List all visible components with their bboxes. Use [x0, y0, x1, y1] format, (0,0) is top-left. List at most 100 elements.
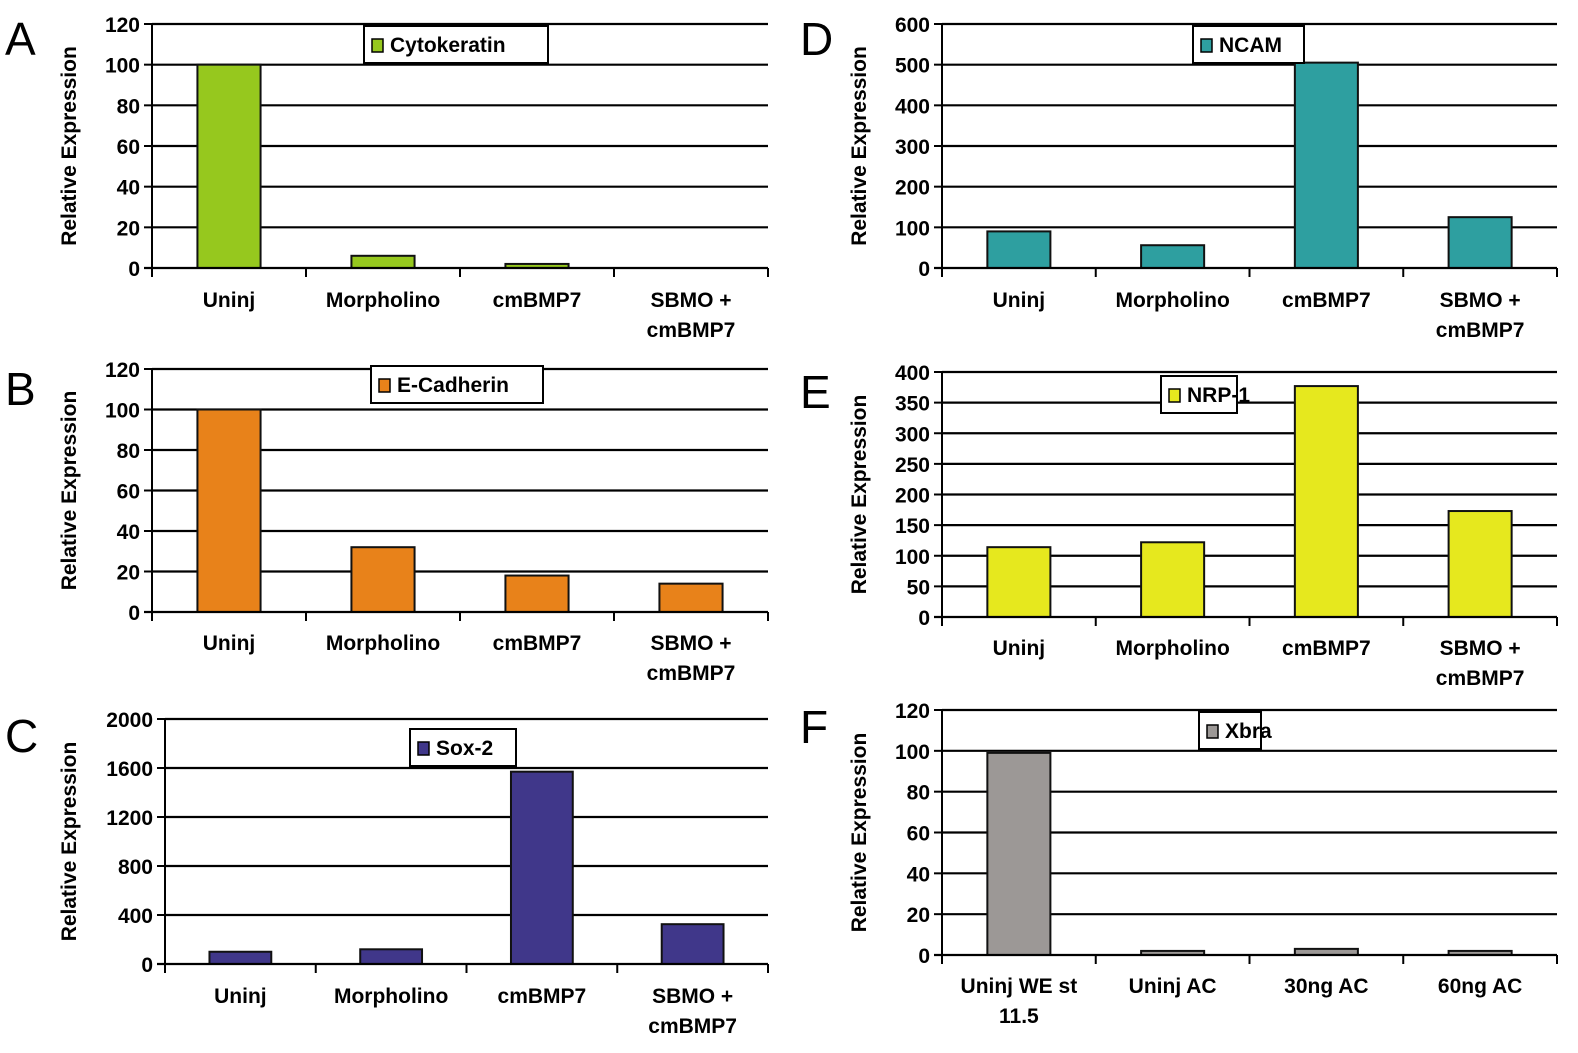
y-tick-label: 0 [141, 954, 153, 977]
y-tick-label: 60 [117, 481, 140, 504]
y-axis-label: Relative Expression [58, 391, 81, 591]
y-tick-label: 60 [907, 823, 930, 846]
chart-panel-d: D 0 100 200 300 400 500 600 Uninj Morpholino cmBMP… [800, 13, 1558, 342]
legend: NRP-1 [1160, 375, 1250, 414]
category-label-line: cmBMP7 [1436, 667, 1525, 690]
category-label-line: Uninj [214, 985, 267, 1008]
y-axis-label: Relative Expression [58, 742, 81, 942]
bar-1 [986, 230, 1052, 269]
y-tick-label: 100 [105, 55, 140, 78]
category-label-line: Morpholino [326, 632, 440, 655]
y-axis-label: Relative Expression [848, 395, 871, 595]
y-tick-label: 40 [907, 863, 930, 886]
panel-letter: D [800, 13, 833, 65]
category-label-line: Uninj WE st [961, 975, 1078, 998]
bar-2 [350, 254, 416, 270]
y-tick-label: 400 [895, 95, 930, 118]
bar-1 [196, 63, 262, 269]
y-tick-label: 400 [118, 905, 153, 928]
category-label-line: cmBMP7 [493, 632, 582, 655]
y-tick-label: 300 [895, 136, 930, 159]
category-label: 30ng AC [1284, 975, 1368, 998]
bar-1 [208, 950, 273, 965]
y-tick-label: 60 [117, 136, 140, 159]
y-tick-label: 300 [895, 423, 930, 446]
legend-label: E-Cadherin [397, 374, 509, 397]
category-label: SBMO + cmBMP7 [1436, 289, 1525, 342]
legend-swatch [1168, 388, 1181, 403]
y-tick-label: 100 [895, 741, 930, 764]
category-label: SBMO + cmBMP7 [648, 985, 737, 1038]
y-tick-label: 100 [895, 546, 930, 569]
y-tick-label: 250 [895, 454, 930, 477]
category-label-line: cmBMP7 [493, 289, 582, 312]
y-tick-label: 0 [918, 945, 930, 968]
y-axis-label: Relative Expression [848, 733, 871, 933]
y-tick-label: 1600 [106, 758, 153, 781]
y-tick-label: 120 [895, 700, 930, 723]
y-tick-label: 120 [105, 14, 140, 37]
category-label: Morpholino [1115, 637, 1229, 660]
y-tick-label: 40 [117, 177, 140, 200]
panel-letter: F [800, 701, 828, 753]
category-label: Uninj [993, 289, 1046, 312]
category-label-line: Uninj [993, 289, 1046, 312]
chart-panel-e: E 0 50 100 150 200 250 300 350 400 Uninj Morpholino… [800, 362, 1558, 690]
category-label-line: cmBMP7 [498, 985, 587, 1008]
panel-letter: C [5, 710, 38, 762]
category-label: cmBMP7 [498, 985, 587, 1008]
bar-2 [1140, 541, 1206, 619]
y-tick-label: 350 [895, 393, 930, 416]
y-tick-label: 120 [105, 359, 140, 382]
legend-label: NRP-1 [1187, 384, 1250, 407]
category-label-line: Uninj [203, 289, 256, 312]
y-tick-label: 0 [918, 258, 930, 281]
chart-panel-f: F 0 20 40 60 80 100 120 Uninj WE st 11.5 Uninj AC 3… [800, 700, 1558, 1028]
y-tick-label: 200 [895, 485, 930, 508]
category-label: Uninj WE st 11.5 [961, 975, 1078, 1028]
legend-box [363, 25, 549, 64]
category-label-line: SBMO + [650, 289, 731, 312]
chart-panel-c: C 0 400 800 1200 1600 2000 Uninj Morpholino cmBMP… [5, 709, 769, 1038]
legend-swatch [371, 38, 384, 53]
category-label-line: SBMO + [1440, 637, 1521, 660]
bar-1 [986, 546, 1052, 618]
y-tick-label: 0 [128, 258, 140, 281]
panel-letter: A [5, 13, 36, 65]
category-label: SBMO + cmBMP7 [647, 289, 736, 342]
panel-letter: B [5, 363, 36, 415]
category-label-line: cmBMP7 [647, 319, 736, 342]
y-tick-label: 20 [117, 217, 140, 240]
y-tick-label: 40 [117, 521, 140, 544]
y-axis-label: Relative Expression [58, 46, 81, 246]
bar-2 [359, 948, 424, 965]
legend-swatch [417, 741, 430, 756]
y-tick-label: 500 [895, 55, 930, 78]
category-label-line: SBMO + [1440, 289, 1521, 312]
legend: Cytokeratin [363, 25, 549, 64]
y-tick-label: 100 [895, 217, 930, 240]
category-label-line: cmBMP7 [648, 1015, 737, 1038]
bar-3 [509, 770, 574, 965]
y-tick-label: 20 [117, 562, 140, 585]
category-label-line: cmBMP7 [647, 662, 736, 685]
category-label-line: Morpholino [326, 289, 440, 312]
y-tick-label: 2000 [106, 709, 153, 732]
category-label-line: Uninj [993, 637, 1046, 660]
y-tick-label: 150 [895, 515, 930, 538]
category-label: cmBMP7 [1282, 289, 1371, 312]
category-label: Uninj [214, 985, 267, 1008]
legend-label: NCAM [1219, 34, 1282, 57]
legend: E-Cadherin [370, 365, 544, 404]
legend: NCAM [1192, 25, 1305, 64]
y-tick-label: 80 [907, 782, 930, 805]
category-label-line: Morpholino [1115, 637, 1229, 660]
category-label: cmBMP7 [1282, 637, 1371, 660]
category-label-line: cmBMP7 [1282, 289, 1371, 312]
legend-swatch [378, 378, 391, 393]
category-label: Uninj AC [1129, 975, 1217, 998]
category-label-line: 11.5 [999, 1005, 1039, 1028]
y-tick-label: 0 [918, 607, 930, 630]
